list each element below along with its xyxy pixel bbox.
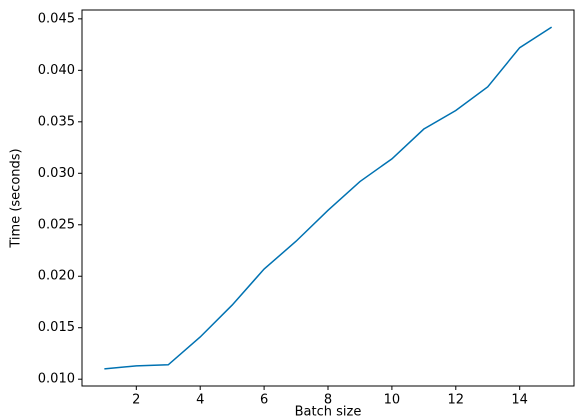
y-tick-label: 0.045	[38, 11, 75, 26]
x-tick-label: 10	[384, 393, 401, 408]
y-tick-label: 0.030	[38, 166, 75, 181]
y-tick-label: 0.015	[38, 320, 75, 335]
y-tick-label: 0.025	[38, 217, 75, 232]
x-tick-label: 2	[132, 393, 140, 408]
x-tick-label: 8	[324, 393, 332, 408]
x-tick-label: 12	[448, 393, 465, 408]
y-tick-label: 0.020	[38, 269, 75, 284]
y-tick-label: 0.035	[38, 114, 75, 129]
y-tick-label: 0.040	[38, 63, 75, 78]
x-tick-label: 6	[260, 393, 268, 408]
y-axis-label: Time (seconds)	[9, 148, 24, 248]
y-tick-label: 0.010	[38, 372, 75, 387]
x-tick-label: 14	[511, 393, 528, 408]
x-tick-label: 4	[196, 393, 204, 408]
data-line	[104, 26, 553, 370]
plot-frame	[81, 9, 575, 387]
x-axis-label: Batch size	[295, 405, 362, 420]
